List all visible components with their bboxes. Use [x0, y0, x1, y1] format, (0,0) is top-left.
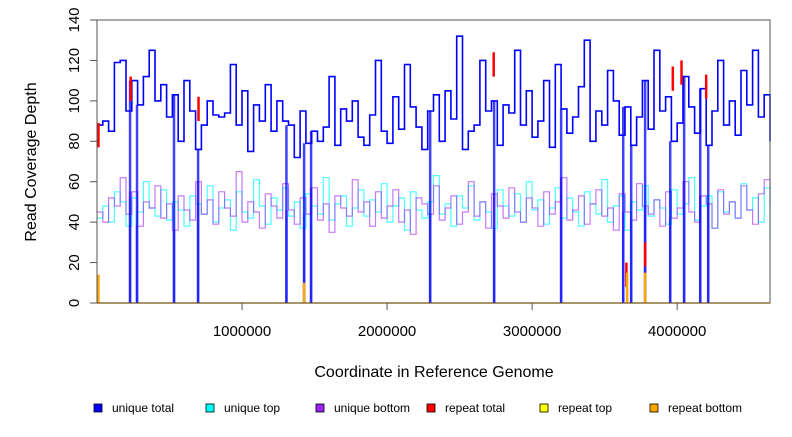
legend-swatch-repeat-top: [539, 403, 549, 413]
legend-label: unique total: [112, 401, 174, 415]
x-tick-label: 2000000: [358, 323, 416, 340]
legend-label: unique bottom: [334, 401, 410, 415]
y-tick-label: 20: [66, 254, 83, 271]
legend-swatch-repeat-total: [426, 403, 436, 413]
legend: unique total unique top unique bottom repea…: [93, 401, 742, 415]
y-tick-label: 60: [66, 173, 83, 190]
x-axis-label: Coordinate in Reference Genome: [314, 364, 553, 381]
y-tick-label: 80: [66, 133, 83, 150]
y-tick-label: 140: [66, 7, 83, 32]
plot-frame: [96, 19, 771, 304]
series-line-unique-total: [97, 35, 771, 159]
legend-swatch-unique-top: [205, 403, 215, 413]
x-tick-label: 4000000: [648, 323, 706, 340]
x-tick-label: 1000000: [213, 323, 271, 340]
x-tick-label: 3000000: [503, 323, 561, 340]
legend-swatch-unique-bottom: [315, 403, 325, 413]
y-tick-label: 40: [66, 214, 83, 231]
legend-swatch-unique-total: [93, 403, 103, 413]
legend-label: repeat bottom: [668, 401, 742, 415]
y-tick-label: 120: [66, 48, 83, 73]
axes: 0 20 40 60 80 100 120 140 1000000 2000000 3000000 4…: [66, 7, 771, 340]
plot-area: [97, 35, 771, 304]
y-tick-label: 100: [66, 88, 83, 113]
y-axis-label: Read Coverage Depth: [23, 82, 40, 241]
legend-label: repeat total: [445, 401, 505, 415]
series-line-unique-bottom: [97, 171, 771, 235]
legend-label: unique top: [224, 401, 280, 415]
legend-label: repeat top: [558, 401, 612, 415]
y-tick-label: 0: [66, 299, 83, 307]
legend-swatch-repeat-bottom: [649, 403, 659, 413]
